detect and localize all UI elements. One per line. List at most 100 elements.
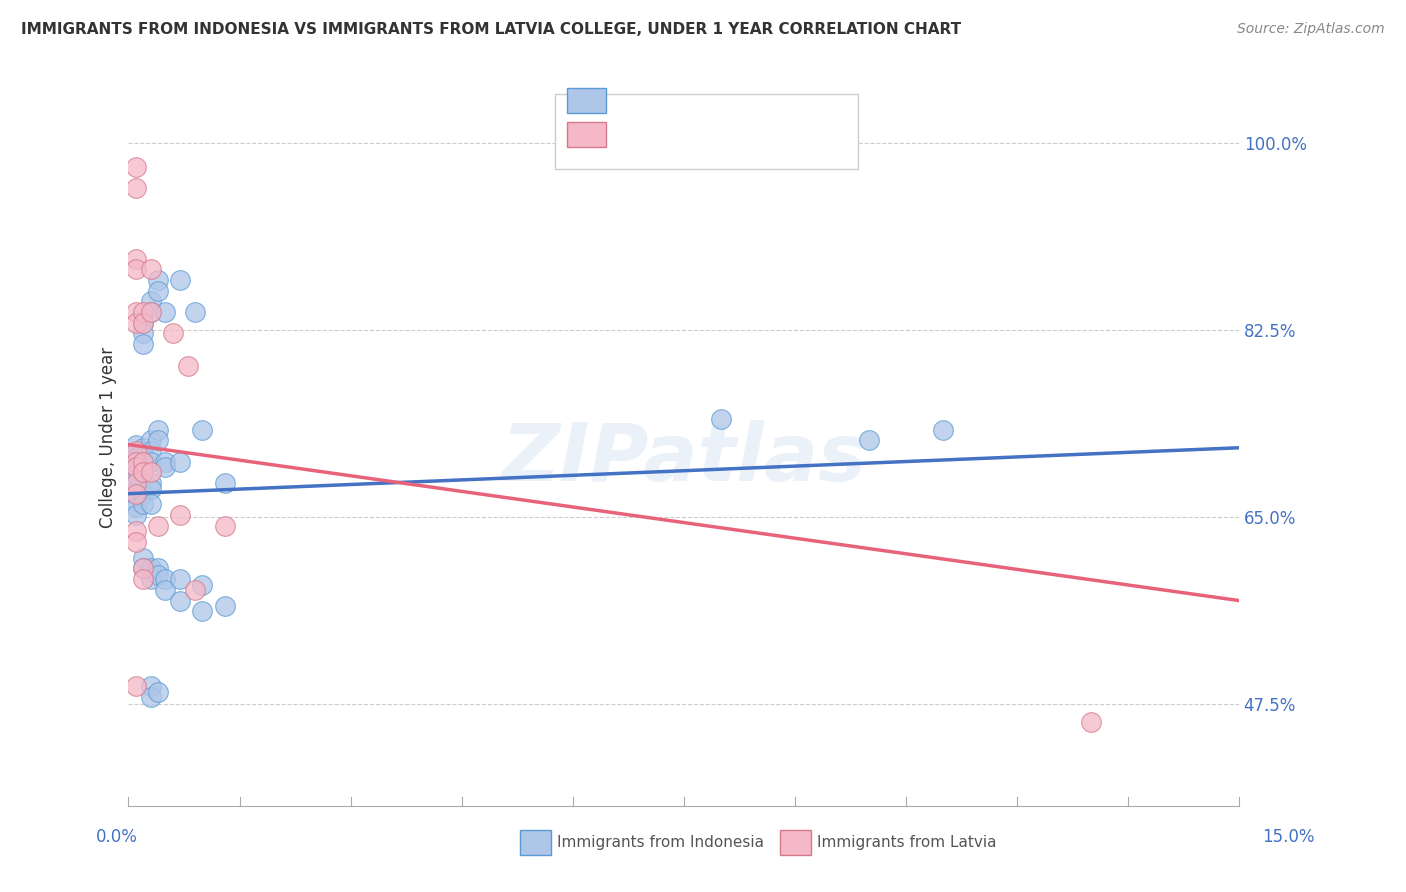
Point — [132, 466, 155, 480]
Point — [139, 294, 162, 309]
Point — [125, 181, 148, 195]
Point — [931, 423, 953, 437]
Text: Immigrants from Indonesia: Immigrants from Indonesia — [557, 835, 763, 849]
Point — [176, 359, 198, 373]
Text: IMMIGRANTS FROM INDONESIA VS IMMIGRANTS FROM LATVIA COLLEGE, UNDER 1 YEAR CORREL: IMMIGRANTS FROM INDONESIA VS IMMIGRANTS … — [21, 22, 962, 37]
Point — [125, 508, 148, 522]
Point — [169, 572, 191, 586]
Point — [184, 305, 207, 319]
Point — [139, 497, 162, 511]
Point — [214, 599, 236, 613]
Point — [132, 561, 155, 575]
Point — [125, 679, 148, 693]
Point — [125, 500, 148, 514]
Point — [169, 593, 191, 607]
Point — [146, 567, 169, 582]
Point — [146, 273, 169, 287]
Point — [155, 582, 177, 597]
Point — [139, 466, 162, 480]
Point — [125, 437, 148, 451]
Point — [139, 434, 162, 448]
Point — [146, 434, 169, 448]
Point — [125, 475, 148, 490]
Point — [132, 305, 155, 319]
Point — [146, 561, 169, 575]
Text: N =: N = — [725, 101, 773, 119]
Point — [139, 690, 162, 704]
Point — [184, 582, 207, 597]
Point — [162, 326, 184, 341]
Point — [139, 262, 162, 277]
Point — [125, 252, 148, 266]
Text: Source: ZipAtlas.com: Source: ZipAtlas.com — [1237, 22, 1385, 37]
Point — [1080, 715, 1102, 730]
Point — [155, 460, 177, 475]
Point — [125, 451, 148, 466]
Point — [139, 305, 162, 319]
Point — [125, 444, 148, 458]
Text: 15.0%: 15.0% — [1263, 828, 1315, 846]
Point — [146, 518, 169, 533]
Point — [132, 550, 155, 565]
Point — [155, 305, 177, 319]
Point — [125, 460, 148, 475]
Point — [125, 475, 148, 490]
Text: 59: 59 — [779, 101, 801, 119]
Text: ZIPatlas: ZIPatlas — [501, 420, 866, 499]
Point — [125, 486, 148, 500]
Point — [169, 508, 191, 522]
Point — [191, 577, 214, 591]
Point — [146, 284, 169, 298]
Point — [139, 455, 162, 469]
Point — [125, 467, 148, 482]
Point — [139, 679, 162, 693]
Point — [132, 497, 155, 511]
Point — [169, 273, 191, 287]
Point — [132, 316, 155, 330]
Point — [132, 337, 155, 351]
Point — [132, 455, 155, 469]
Text: 31: 31 — [779, 135, 801, 153]
Point — [132, 572, 155, 586]
Point — [139, 475, 162, 490]
Point — [214, 475, 236, 490]
Point — [132, 466, 155, 480]
Point — [139, 305, 162, 319]
Point — [125, 462, 148, 476]
Point — [125, 305, 148, 319]
Point — [125, 262, 148, 277]
Point — [139, 444, 162, 458]
Point — [139, 483, 162, 497]
Point — [191, 604, 214, 618]
Point — [125, 160, 148, 174]
Point — [169, 455, 191, 469]
Point — [125, 457, 148, 471]
Point — [125, 446, 148, 460]
Point — [155, 572, 177, 586]
Point — [132, 316, 155, 330]
Text: R =: R = — [620, 135, 657, 153]
Point — [710, 412, 733, 426]
Text: R =: R = — [620, 101, 657, 119]
Point — [155, 455, 177, 469]
Point — [139, 561, 162, 575]
Point — [146, 423, 169, 437]
Point — [125, 316, 148, 330]
Y-axis label: College, Under 1 year: College, Under 1 year — [100, 346, 117, 528]
Point — [125, 524, 148, 538]
Point — [125, 483, 148, 498]
Point — [125, 534, 148, 549]
Point — [858, 434, 880, 448]
Point — [132, 461, 155, 475]
Point — [214, 518, 236, 533]
Point — [125, 455, 148, 469]
Point — [132, 326, 155, 341]
Point — [139, 572, 162, 586]
Text: 0.0%: 0.0% — [96, 828, 138, 846]
Point — [132, 561, 155, 575]
Point — [125, 494, 148, 508]
Point — [146, 685, 169, 699]
Point — [132, 441, 155, 455]
Text: -0.274: -0.274 — [659, 135, 718, 153]
Point — [132, 457, 155, 471]
